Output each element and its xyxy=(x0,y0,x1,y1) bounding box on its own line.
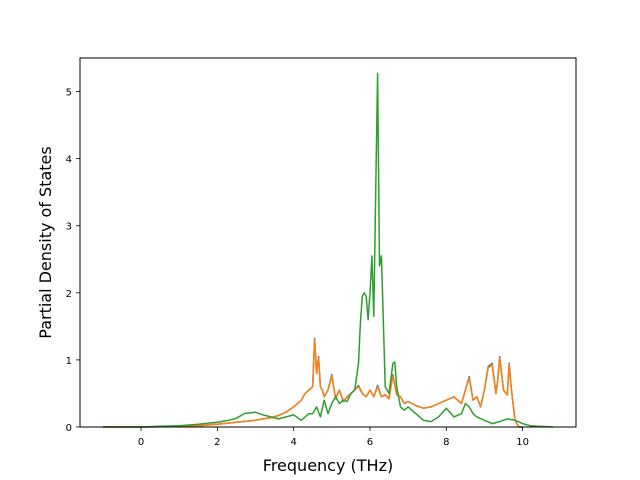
y-tick-label: 0 xyxy=(66,423,72,434)
x-axis-ticks: 0 2 4 6 8 10 xyxy=(138,427,529,448)
x-tick-label: 8 xyxy=(443,437,449,448)
y-axis-label: Partial Density of States xyxy=(36,146,55,338)
x-tick-label: 0 xyxy=(138,437,144,448)
x-tick-label: 6 xyxy=(367,437,373,448)
series-line-3 xyxy=(102,72,554,428)
y-axis-ticks: 0 1 2 3 4 5 xyxy=(66,88,80,434)
x-tick-label: 2 xyxy=(214,437,220,448)
series-line-2 xyxy=(102,339,523,428)
y-tick-label: 3 xyxy=(66,222,72,233)
y-tick-label: 2 xyxy=(66,289,72,300)
series-layer xyxy=(102,72,554,428)
x-tick-label: 4 xyxy=(290,437,296,448)
y-tick-label: 1 xyxy=(66,356,72,367)
y-tick-label: 5 xyxy=(66,88,72,99)
plot-frame xyxy=(79,57,577,428)
y-tick-label: 4 xyxy=(66,155,72,166)
x-axis-label: Frequency (THz) xyxy=(263,456,393,475)
plot-background xyxy=(80,58,576,427)
x-tick-label: 10 xyxy=(516,437,529,448)
